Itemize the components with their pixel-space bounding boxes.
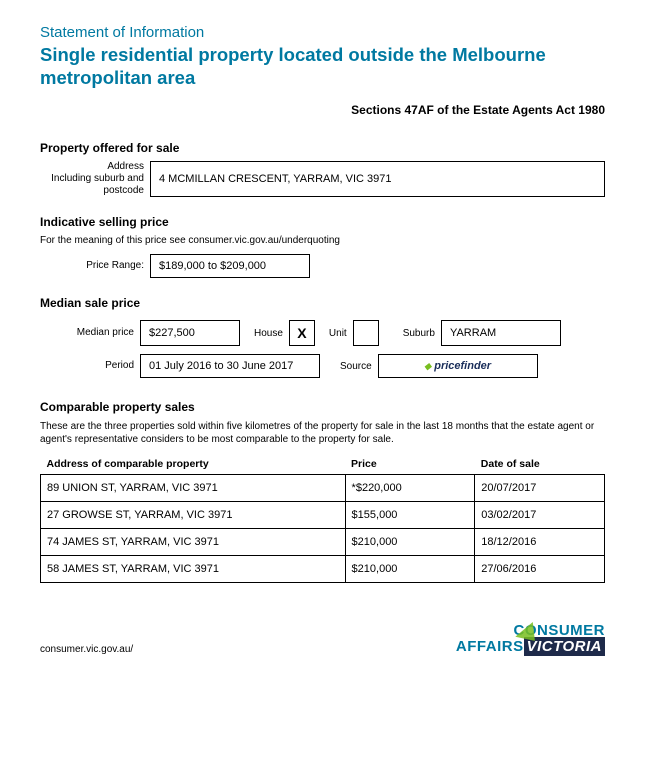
- median-price-label: Median price: [40, 327, 140, 339]
- table-cell: $155,000: [345, 502, 475, 529]
- median-row-1: Median price $227,500 House X Unit Subur…: [40, 320, 605, 346]
- table-row: 27 GROWSE ST, YARRAM, VIC 3971$155,00003…: [41, 502, 605, 529]
- col-address: Address of comparable property: [41, 454, 346, 475]
- table-cell: 89 UNION ST, YARRAM, VIC 3971: [41, 475, 346, 502]
- table-cell: *$220,000: [345, 475, 475, 502]
- table-cell: $210,000: [345, 556, 475, 583]
- table-cell: 27 GROWSE ST, YARRAM, VIC 3971: [41, 502, 346, 529]
- property-address-row: Address Including suburb and postcode 4 …: [40, 161, 605, 197]
- unit-checkbox: [353, 320, 379, 346]
- address-label: Address Including suburb and postcode: [40, 161, 150, 197]
- price-range-value: $189,000 to $209,000: [150, 254, 310, 278]
- source-label: Source: [320, 361, 378, 372]
- period-label: Period: [40, 360, 140, 372]
- house-label: House: [240, 328, 289, 339]
- statement-of-information: Statement of Information Single resident…: [0, 0, 645, 675]
- median-price-value: $227,500: [140, 320, 240, 346]
- table-cell: 03/02/2017: [475, 502, 605, 529]
- footer: consumer.vic.gov.au/ CONSUMER AFFAIRSVIC…: [40, 623, 605, 655]
- table-cell: 58 JAMES ST, YARRAM, VIC 3971: [41, 556, 346, 583]
- table-row: 89 UNION ST, YARRAM, VIC 3971*$220,00020…: [41, 475, 605, 502]
- address-value: 4 MCMILLAN CRESCENT, YARRAM, VIC 3971: [150, 161, 605, 197]
- indicative-note: For the meaning of this price see consum…: [40, 235, 605, 246]
- table-cell: 18/12/2016: [475, 529, 605, 556]
- comparable-table: Address of comparable property Price Dat…: [40, 454, 605, 583]
- table-header-row: Address of comparable property Price Dat…: [41, 454, 605, 475]
- table-row: 58 JAMES ST, YARRAM, VIC 3971$210,00027/…: [41, 556, 605, 583]
- logo-affairs: AFFAIRS: [456, 638, 524, 655]
- suburb-label: Suburb: [379, 328, 441, 339]
- pricefinder-logo: pricefinder: [424, 360, 491, 372]
- median-row-2: Period 01 July 2016 to 30 June 2017 Sour…: [40, 354, 605, 378]
- table-cell: 74 JAMES ST, YARRAM, VIC 3971: [41, 529, 346, 556]
- comparable-description: These are the three properties sold with…: [40, 420, 605, 446]
- suburb-value: YARRAM: [441, 320, 561, 346]
- table-cell: $210,000: [345, 529, 475, 556]
- period-value: 01 July 2016 to 30 June 2017: [140, 354, 320, 378]
- unit-label: Unit: [315, 328, 353, 339]
- section-property-title: Property offered for sale: [40, 141, 605, 155]
- logo-victoria: VICTORIA: [524, 637, 605, 656]
- house-checkbox: X: [289, 320, 315, 346]
- col-price: Price: [345, 454, 475, 475]
- page-title: Single residential property located outs…: [40, 43, 605, 89]
- act-reference: Sections 47AF of the Estate Agents Act 1…: [40, 103, 605, 117]
- section-comparable-title: Comparable property sales: [40, 400, 605, 414]
- section-median-title: Median sale price: [40, 296, 605, 310]
- price-range-row: Price Range: $189,000 to $209,000: [40, 254, 605, 278]
- table-cell: 20/07/2017: [475, 475, 605, 502]
- table-row: 74 JAMES ST, YARRAM, VIC 3971$210,00018/…: [41, 529, 605, 556]
- section-indicative-title: Indicative selling price: [40, 215, 605, 229]
- price-range-label: Price Range:: [40, 260, 150, 272]
- consumer-affairs-logo: CONSUMER AFFAIRSVICTORIA: [456, 623, 605, 655]
- page-subtitle: Statement of Information: [40, 24, 605, 41]
- table-cell: 27/06/2016: [475, 556, 605, 583]
- footer-url: consumer.vic.gov.au/: [40, 644, 133, 655]
- source-value: pricefinder: [378, 354, 538, 378]
- col-date: Date of sale: [475, 454, 605, 475]
